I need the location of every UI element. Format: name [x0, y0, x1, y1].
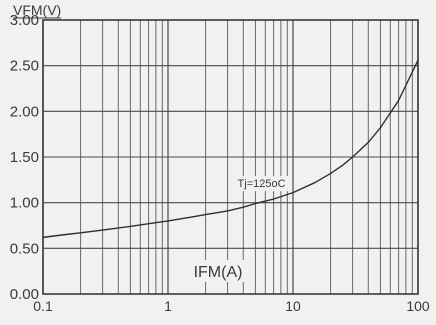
y-axis-label: VFM(V) [13, 2, 61, 18]
y-tick-label: 2.00 [10, 103, 39, 120]
y-tick-label: 0.50 [10, 240, 39, 257]
grid [42, 19, 419, 295]
x-tick-label: 0.1 [33, 298, 53, 314]
y-tick-label: 1.50 [10, 149, 39, 166]
x-axis-label: IFM(A) [194, 264, 243, 281]
y-tick-label: 0.00 [10, 286, 39, 303]
y-tick-label: 2.50 [10, 58, 39, 75]
series-line-tj-125oc [42, 59, 419, 239]
series-annotation: Tj=125oC [238, 178, 286, 190]
plot-border [42, 19, 419, 295]
x-tick-label: 10 [285, 298, 301, 314]
x-axis-label-background [186, 260, 250, 282]
series-layer [42, 59, 419, 239]
annotation-background [232, 176, 291, 192]
y-tick-label: 1.00 [10, 195, 39, 212]
labels-layer: 0.00 0.50 1.00 1.50 2.00 2.50 3.00 0.1 1 10 100 VFM… [10, 2, 430, 314]
y-tick-label: 3.00 [10, 12, 39, 29]
x-tick-label: 1 [164, 298, 172, 314]
plot-frame [42, 19, 419, 295]
x-tick-label: 100 [406, 298, 430, 314]
